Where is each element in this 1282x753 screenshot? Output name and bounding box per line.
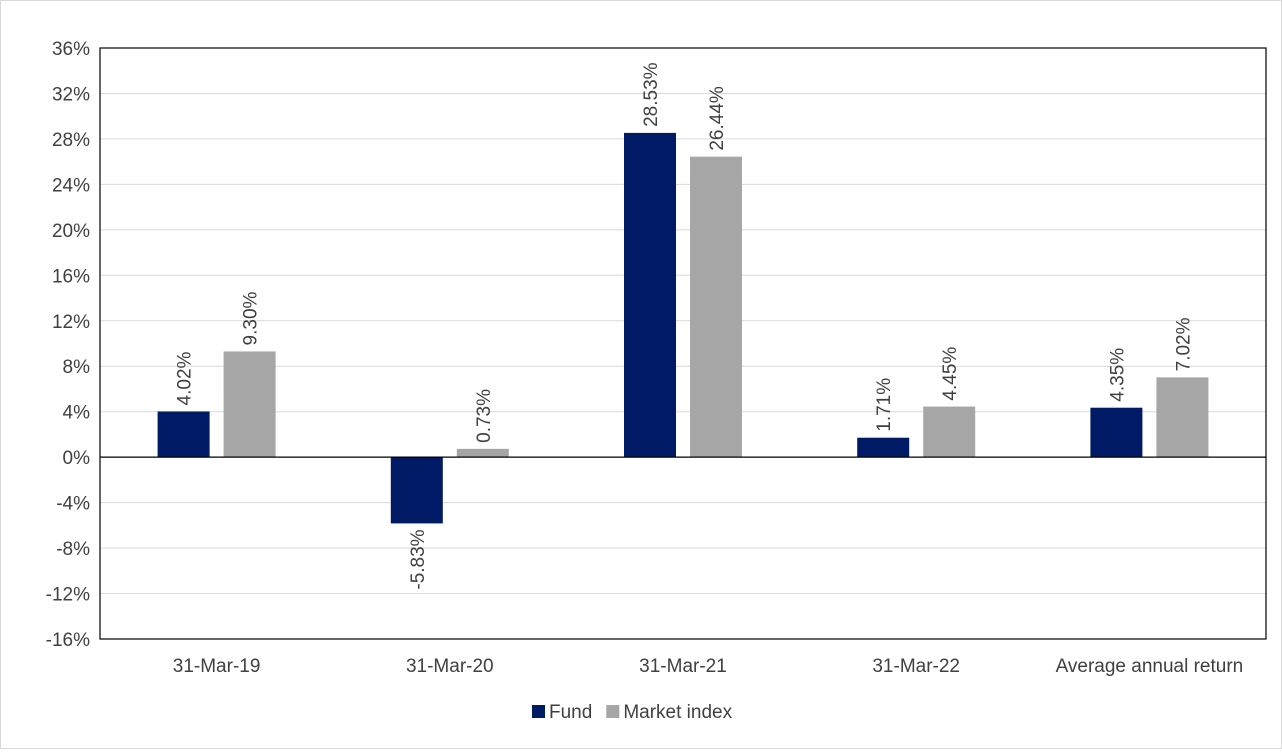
y-tick-label: 8% <box>63 357 91 378</box>
x-category-label: 31-Mar-19 <box>173 656 261 677</box>
x-category-label: Average annual return <box>1056 656 1244 677</box>
y-tick-label: 36% <box>52 39 90 60</box>
y-tick-label: 4% <box>63 403 91 424</box>
legend-label: Fund <box>549 702 592 723</box>
y-tick-label: 20% <box>52 221 90 242</box>
plot-area-border <box>99 47 1267 640</box>
bar <box>857 437 910 458</box>
bar <box>1090 407 1143 458</box>
data-label: 26.44% <box>707 86 728 151</box>
x-category-label: 31-Mar-20 <box>406 656 494 677</box>
y-tick-label: 24% <box>52 175 90 196</box>
bar <box>157 411 210 458</box>
data-label: 1.71% <box>874 378 895 432</box>
data-label: 28.53% <box>641 62 662 127</box>
y-axis-tick-labels: 36% 32% 28% 24% 20% 16% 12% 8% 4% 0% -4% -8% -12% -16… <box>46 39 90 651</box>
legend: Fund Market index <box>532 702 733 723</box>
legend-swatch <box>606 705 620 718</box>
bar <box>1156 377 1209 458</box>
x-category-label: 31-Mar-21 <box>639 656 727 677</box>
y-tick-label: 12% <box>52 312 90 333</box>
data-label: 4.35% <box>1107 348 1128 402</box>
y-tick-label: 16% <box>52 266 90 287</box>
data-label: 4.02% <box>175 351 196 405</box>
y-tick-label: -4% <box>56 494 90 515</box>
data-label: 7.02% <box>1173 317 1194 371</box>
data-label: 9.30% <box>241 291 262 345</box>
bar <box>223 351 276 458</box>
bars <box>157 132 1209 524</box>
y-tick-label: 28% <box>52 130 90 151</box>
x-axis-category-labels: 31-Mar-19 31-Mar-20 31-Mar-21 31-Mar-22 Aver… <box>173 656 1243 677</box>
data-label: 0.73% <box>474 389 495 443</box>
bar <box>690 156 742 458</box>
y-tick-label: -8% <box>56 539 90 560</box>
y-tick-label: 32% <box>52 84 90 105</box>
bar <box>390 457 443 524</box>
y-tick-label: -16% <box>46 630 90 651</box>
data-labels: 4.02% -5.83% 28.53% 1.71% 4.35% 9.30% 0.73% 26.… <box>175 62 1195 589</box>
bar <box>624 132 676 458</box>
bar <box>456 448 509 458</box>
gridlines <box>100 92 1266 595</box>
data-label: 4.45% <box>940 347 961 401</box>
y-tick-label: 0% <box>63 448 91 469</box>
legend-swatch <box>532 705 545 718</box>
y-tick-label: -12% <box>46 585 90 606</box>
x-category-label: 31-Mar-22 <box>872 656 960 677</box>
legend-label: Market index <box>623 702 732 723</box>
data-label: -5.83% <box>408 529 429 589</box>
bar <box>923 406 976 458</box>
